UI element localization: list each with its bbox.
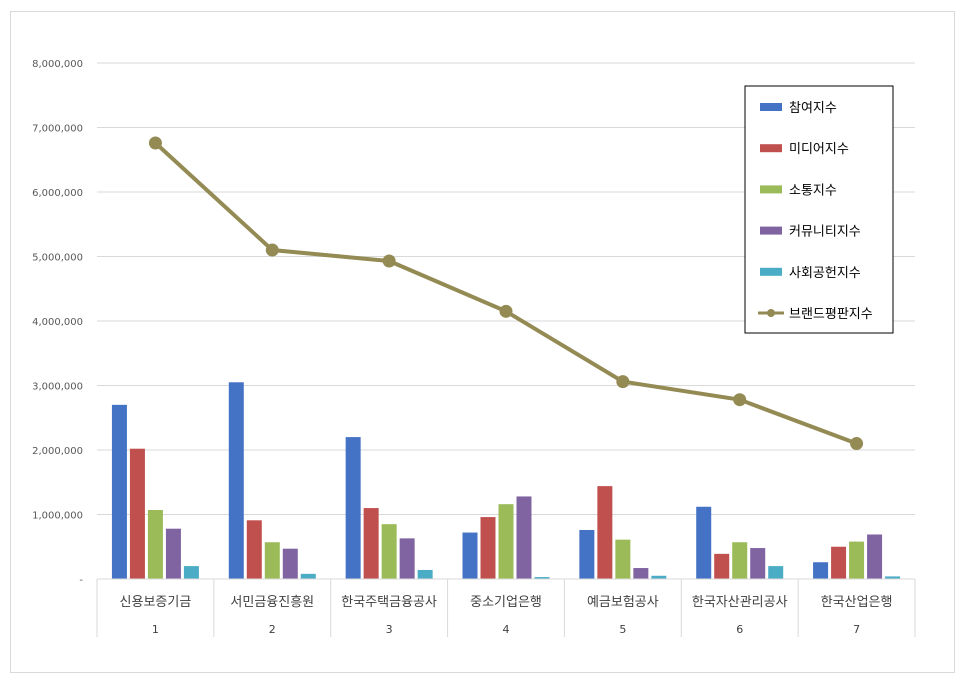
bar	[228, 382, 244, 579]
legend-swatch	[760, 226, 782, 235]
line-point	[499, 304, 513, 318]
y-axis: - 1,000,000 2,000,000 3,000,000 4,000,000 5,0…	[32, 59, 83, 586]
bar	[813, 562, 829, 579]
bar	[246, 520, 262, 579]
line-point	[265, 243, 279, 257]
bar	[264, 542, 280, 579]
x-tick-label: 예금보험공사	[587, 595, 659, 610]
chart-frame	[10, 11, 955, 673]
bar	[417, 569, 433, 579]
bar	[867, 534, 883, 579]
x-tick-label: 신용보증기금	[120, 595, 192, 610]
legend-label: 미디어지수	[789, 142, 849, 157]
x-index-label: 4	[503, 623, 510, 636]
legend-swatch-marker	[767, 309, 775, 317]
legend-label: 커뮤니티지수	[789, 225, 861, 240]
x-tick-label: 중소기업은행	[470, 594, 542, 610]
y-tick-label: 3,000,000	[32, 382, 83, 393]
bar	[345, 437, 361, 579]
line-point	[733, 393, 747, 407]
line-point	[148, 136, 162, 150]
x-tick-label: 한국주택금융공사	[341, 595, 437, 610]
bar	[849, 541, 865, 579]
y-tick-label: 7,000,000	[32, 124, 83, 135]
bar	[363, 508, 379, 579]
legend-swatch	[760, 103, 782, 111]
x-index-label: 1	[152, 623, 159, 636]
y-tick-label: 8,000,000	[32, 59, 83, 70]
y-tick-label: 4,000,000	[32, 317, 83, 328]
legend-label: 소통지수	[789, 183, 837, 198]
bar	[129, 448, 145, 579]
bar	[696, 506, 712, 579]
bar	[732, 542, 748, 579]
x-axis: 신용보증기금 1 서민금융진흥원 2 한국주택금융공사 3 중소기업은행 4 예금보험공사 5 한국…	[96, 578, 916, 637]
bar	[300, 573, 316, 579]
legend-box	[744, 85, 894, 334]
bar	[831, 546, 847, 579]
y-tick-label: 5,000,000	[32, 253, 83, 264]
bar	[579, 529, 595, 579]
bar	[714, 553, 730, 579]
x-tick-label: 서민금융진흥원	[230, 595, 314, 610]
line-point	[382, 254, 396, 268]
y-tick-label: 6,000,000	[32, 188, 83, 199]
x-index-label: 2	[269, 623, 276, 636]
y-tick-label: 1,000,000	[32, 511, 83, 522]
bar	[534, 577, 550, 579]
bar	[498, 504, 514, 579]
bar	[480, 517, 496, 579]
bar	[165, 528, 181, 579]
legend-label: 브랜드평판지수	[789, 307, 873, 322]
y-tick-label: 2,000,000	[32, 446, 83, 457]
line-point	[616, 375, 630, 389]
bar	[516, 496, 532, 579]
bar	[282, 548, 298, 579]
bar	[633, 568, 649, 579]
bar	[147, 509, 163, 579]
bar	[615, 539, 631, 579]
legend-swatch	[760, 267, 782, 276]
x-index-label: 5	[619, 623, 626, 636]
x-index-label: 7	[853, 623, 860, 636]
bar	[111, 404, 127, 579]
line-series	[148, 136, 864, 451]
legend-swatch	[760, 185, 782, 194]
y-tick-label: -	[79, 575, 83, 586]
x-tick-label: 한국산업은행	[821, 594, 893, 610]
bar	[183, 566, 199, 579]
x-index-label: 6	[736, 623, 743, 636]
bar	[750, 548, 766, 579]
bar	[651, 575, 667, 579]
bar	[768, 566, 784, 579]
bar	[885, 576, 901, 579]
bars	[111, 382, 901, 579]
bar	[462, 532, 478, 579]
x-tick-label: 한국자산관리공사	[692, 595, 788, 610]
x-index-label: 3	[386, 623, 393, 636]
line-point	[850, 437, 864, 451]
legend-label: 사회공헌지수	[789, 266, 861, 281]
legend-label: 참여지수	[789, 101, 837, 116]
legend-swatch	[760, 144, 782, 153]
bar	[399, 538, 415, 579]
bar	[597, 486, 613, 579]
bar	[381, 524, 397, 579]
